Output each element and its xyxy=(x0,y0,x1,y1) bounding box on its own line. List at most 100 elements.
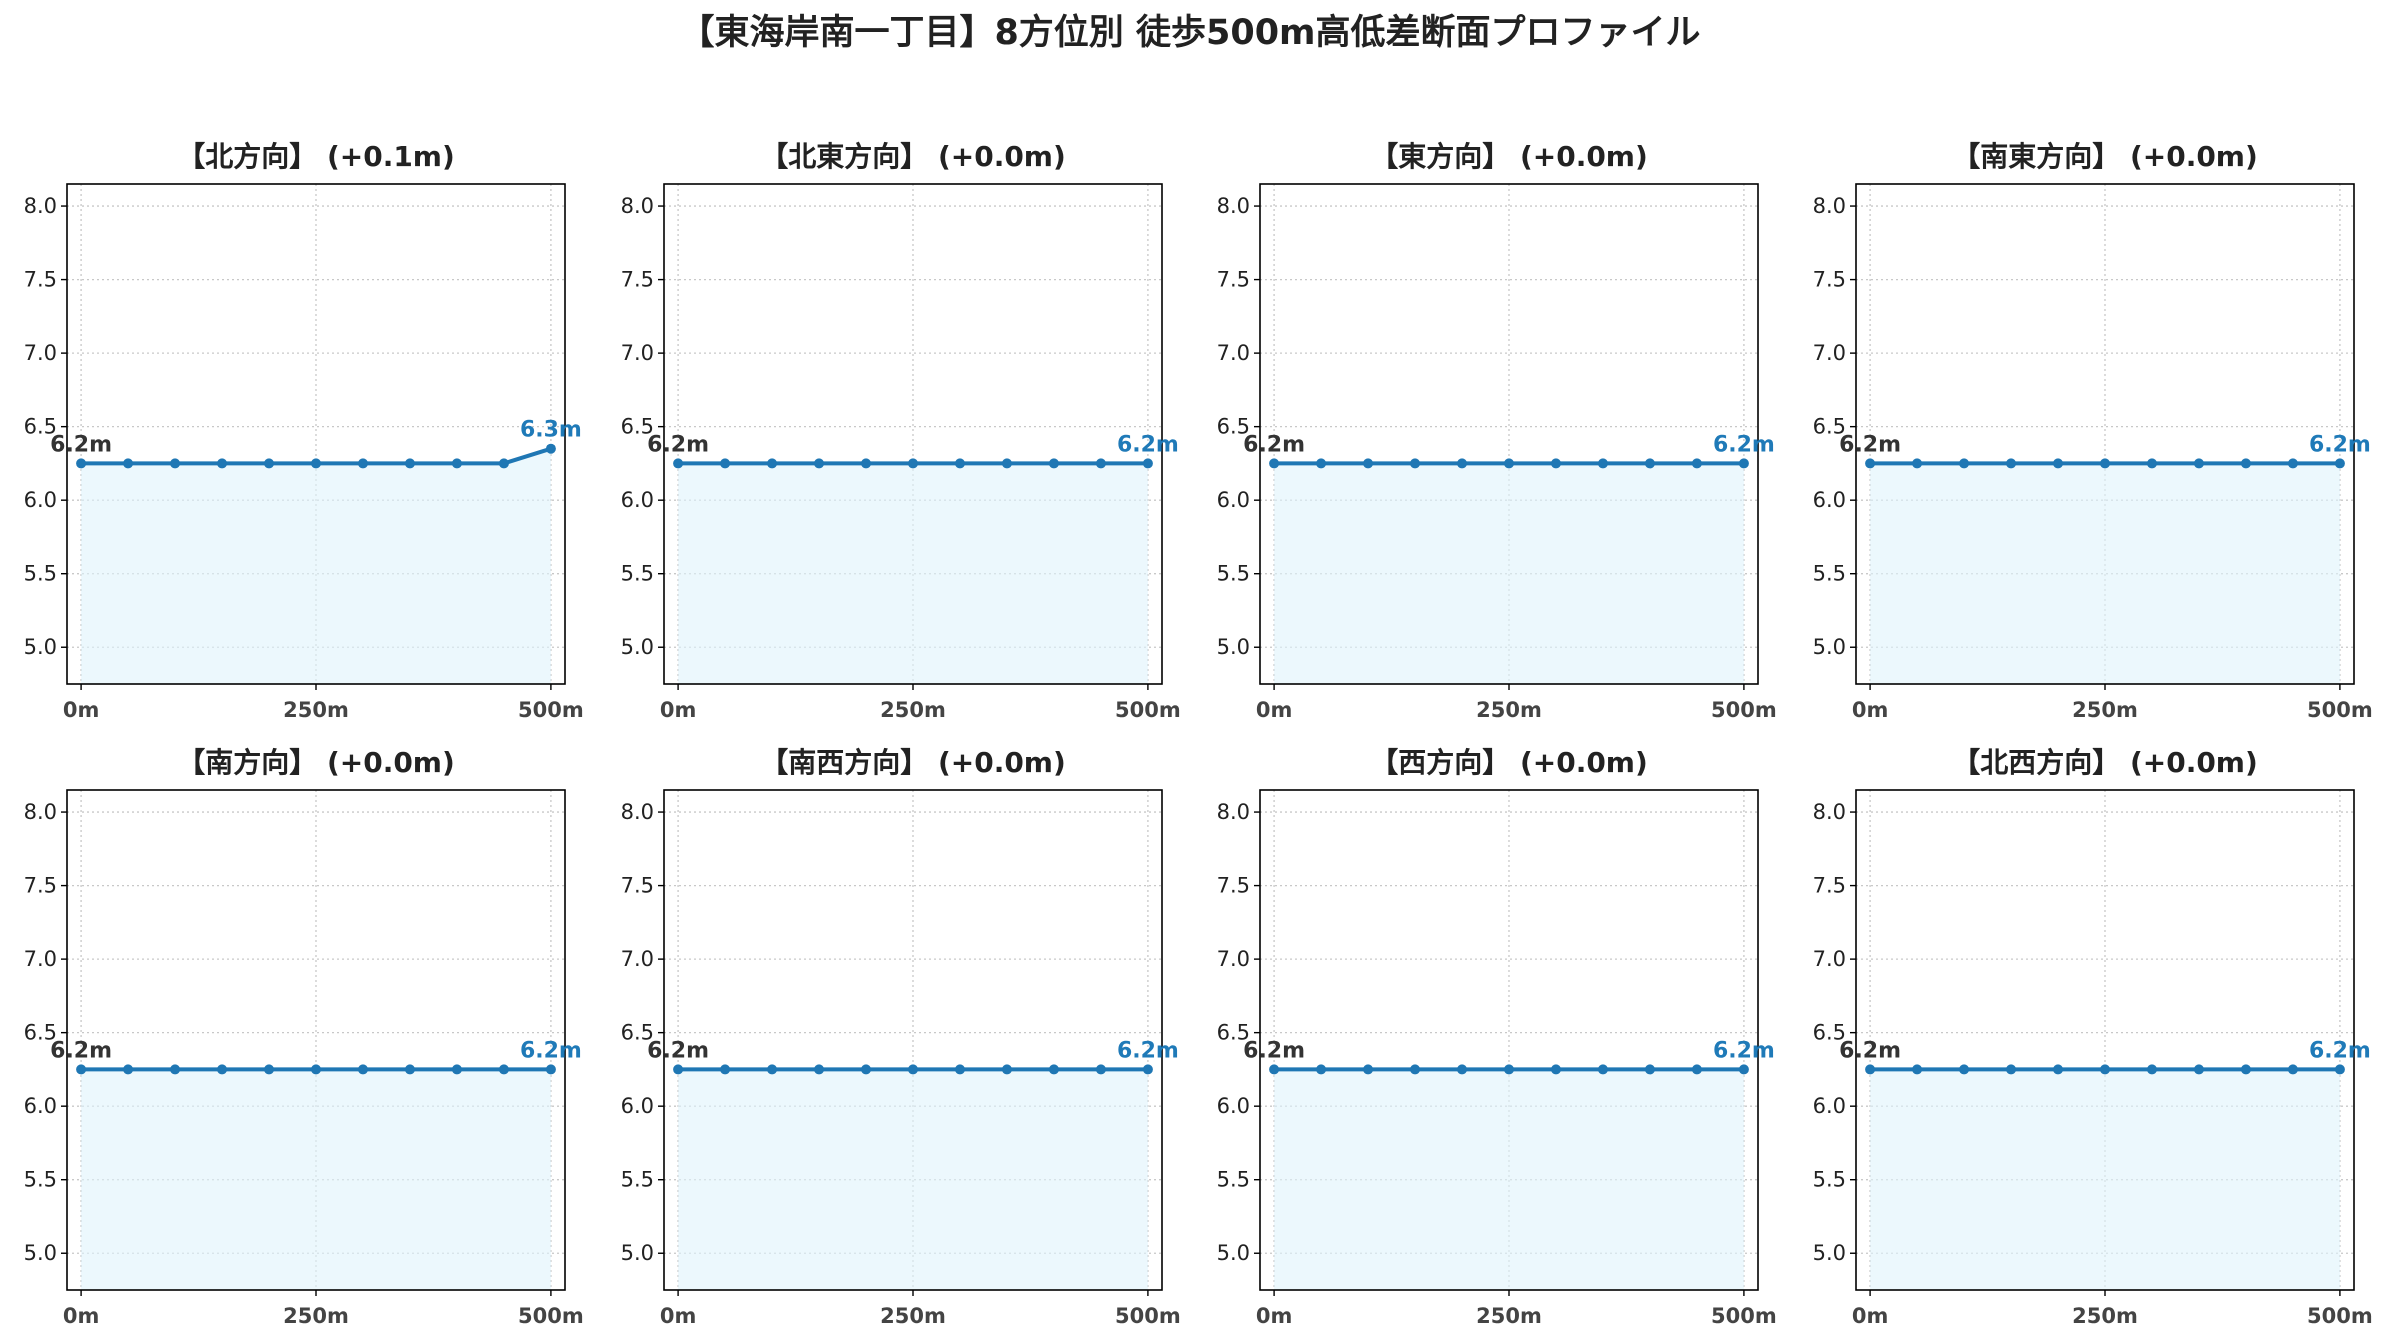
elevation-point xyxy=(2100,1064,2110,1075)
y-tick-label: 5.0 xyxy=(621,1241,654,1265)
y-tick-label: 6.0 xyxy=(1217,488,1250,512)
elevation-point xyxy=(1691,458,1702,469)
elevation-point xyxy=(1410,458,1421,469)
x-tick-label: 500m xyxy=(1115,698,1181,722)
x-tick-label: 0m xyxy=(63,698,100,722)
y-tick-label: 6.5 xyxy=(1217,415,1250,439)
x-tick-label: 500m xyxy=(2307,1304,2373,1328)
x-tick-label: 250m xyxy=(283,1304,349,1328)
y-tick-label: 7.0 xyxy=(621,341,654,365)
elevation-point xyxy=(1269,1064,1280,1075)
x-tick-label: 0m xyxy=(63,1304,100,1328)
y-tick-label: 7.0 xyxy=(1217,341,1250,365)
elevation-area xyxy=(1870,463,2340,684)
y-tick-label: 5.5 xyxy=(621,1168,654,1192)
x-tick-label: 500m xyxy=(1711,1304,1777,1328)
y-tick-label: 5.5 xyxy=(24,1168,57,1192)
elevation-point xyxy=(1142,1064,1153,1075)
elevation-point xyxy=(908,458,918,469)
panel-title: 【北方向】 (+0.1m) xyxy=(177,140,455,173)
y-tick-label: 8.0 xyxy=(1217,800,1250,824)
elevation-point xyxy=(2287,1064,2298,1075)
elevation-point xyxy=(1597,1064,1608,1075)
y-tick-label: 6.5 xyxy=(1813,1021,1846,1045)
y-tick-label: 5.5 xyxy=(1217,562,1250,586)
elevation-panel-6: 【西方向】 (+0.0m) 5.0 5.5 6.0 6.5 7.0 7.5 8.0 0m 250m… xyxy=(1217,746,1777,1328)
y-tick-label: 6.0 xyxy=(621,1094,654,1118)
elevation-point xyxy=(404,458,415,469)
elevation-point xyxy=(404,1064,415,1075)
y-tick-label: 7.5 xyxy=(1217,268,1250,292)
x-tick-label: 250m xyxy=(880,1304,946,1328)
y-tick-label: 6.0 xyxy=(24,488,57,512)
elevation-panel-7: 【北西方向】 (+0.0m) 5.0 5.5 6.0 6.5 7.0 7.5 8.0 0m 250… xyxy=(1813,746,2373,1328)
elevation-point xyxy=(1410,1064,1421,1075)
x-tick-label: 250m xyxy=(1476,1304,1542,1328)
y-tick-label: 6.0 xyxy=(24,1094,57,1118)
elevation-area xyxy=(1870,1069,2340,1290)
elevation-point xyxy=(311,458,321,469)
x-tick-label: 250m xyxy=(880,698,946,722)
elevation-point xyxy=(954,1064,965,1075)
elevation-point xyxy=(264,458,275,469)
y-tick-label: 5.5 xyxy=(1217,1168,1250,1192)
elevation-point xyxy=(217,1064,228,1075)
elevation-point xyxy=(451,1064,462,1075)
elevation-panel-5: 【南西方向】 (+0.0m) 5.0 5.5 6.0 6.5 7.0 7.5 8.0 0m 250… xyxy=(621,746,1181,1328)
y-tick-label: 7.0 xyxy=(1217,947,1250,971)
x-tick-label: 250m xyxy=(283,698,349,722)
x-tick-label: 0m xyxy=(660,1304,697,1328)
y-tick-label: 5.0 xyxy=(621,635,654,659)
elevation-point xyxy=(2240,458,2251,469)
end-elevation-label: 6.2m xyxy=(1117,432,1179,457)
elevation-point xyxy=(1550,458,1561,469)
elevation-panel-3: 【南東方向】 (+0.0m) 5.0 5.5 6.0 6.5 7.0 7.5 8.0 0m 250… xyxy=(1813,140,2373,722)
elevation-point xyxy=(2334,458,2345,469)
elevation-point xyxy=(2053,458,2064,469)
x-tick-label: 500m xyxy=(518,698,584,722)
y-tick-label: 6.0 xyxy=(1813,488,1846,512)
elevation-panel-2: 【東方向】 (+0.0m) 5.0 5.5 6.0 6.5 7.0 7.5 8.0 0m 250m… xyxy=(1217,140,1777,722)
elevation-point xyxy=(1959,1064,1970,1075)
elevation-point xyxy=(2146,1064,2157,1075)
elevation-panel-4: 【南方向】 (+0.0m) 5.0 5.5 6.0 6.5 7.0 7.5 8.0 0m 250m… xyxy=(24,746,584,1328)
y-tick-label: 6.5 xyxy=(24,415,57,439)
elevation-point xyxy=(720,458,731,469)
elevation-point xyxy=(1457,1064,1468,1075)
y-tick-label: 8.0 xyxy=(1813,194,1846,218)
y-tick-label: 6.5 xyxy=(1813,415,1846,439)
elevation-panel-0: 【北方向】 (+0.1m) 5.0 5.5 6.0 6.5 7.0 7.5 8.0 0m 250m… xyxy=(24,140,584,722)
x-tick-label: 0m xyxy=(1256,1304,1293,1328)
y-tick-label: 7.0 xyxy=(1813,341,1846,365)
elevation-point xyxy=(673,458,684,469)
panel-title: 【東方向】 (+0.0m) xyxy=(1370,140,1648,173)
elevation-point xyxy=(170,458,181,469)
panel-title: 【北西方向】 (+0.0m) xyxy=(1952,746,2258,779)
elevation-point xyxy=(1738,458,1749,469)
elevation-point xyxy=(1095,1064,1106,1075)
elevation-point xyxy=(2006,1064,2017,1075)
elevation-point xyxy=(954,458,965,469)
y-tick-label: 5.0 xyxy=(24,635,57,659)
x-tick-label: 250m xyxy=(2072,698,2138,722)
elevation-point xyxy=(1912,1064,1923,1075)
elevation-point xyxy=(1865,458,1876,469)
elevation-point xyxy=(814,1064,825,1075)
elevation-point xyxy=(861,458,872,469)
panel-grid: 【北方向】 (+0.1m) 5.0 5.5 6.0 6.5 7.0 7.5 8.0 0m 250m… xyxy=(24,140,2373,1328)
start-elevation-label: 6.2m xyxy=(1839,432,1901,457)
elevation-panel-1: 【北東方向】 (+0.0m) 5.0 5.5 6.0 6.5 7.0 7.5 8.0 0m 250… xyxy=(621,140,1181,722)
x-tick-label: 250m xyxy=(1476,698,1542,722)
y-tick-label: 8.0 xyxy=(621,800,654,824)
elevation-point xyxy=(1865,1064,1876,1075)
y-tick-label: 6.5 xyxy=(621,415,654,439)
elevation-point xyxy=(2334,1064,2345,1075)
y-tick-label: 6.0 xyxy=(1813,1094,1846,1118)
elevation-point xyxy=(1504,458,1514,469)
elevation-point xyxy=(545,1064,556,1075)
elevation-point xyxy=(1504,1064,1514,1075)
elevation-point xyxy=(1048,1064,1059,1075)
x-tick-label: 500m xyxy=(1711,698,1777,722)
elevation-point xyxy=(545,443,556,454)
